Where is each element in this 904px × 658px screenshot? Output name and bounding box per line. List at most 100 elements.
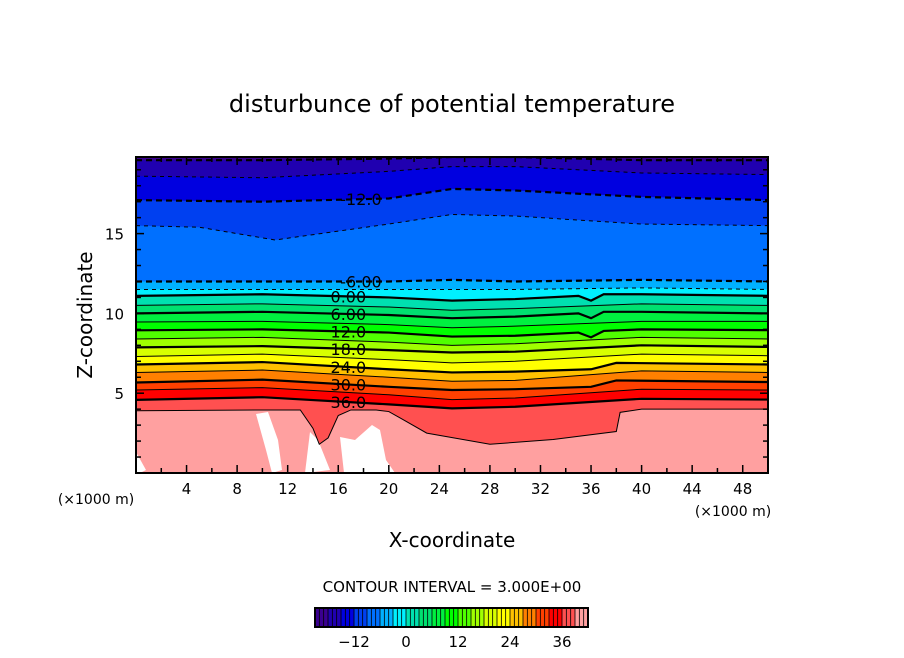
contour-line <box>136 344 768 354</box>
contour-label: 6.00 <box>331 305 367 324</box>
contour-line <box>136 166 768 179</box>
x-tick-label: 44 <box>683 480 702 498</box>
colorbar-cell <box>557 608 562 627</box>
colorbar-cell <box>414 608 419 627</box>
colorbar-cell <box>328 608 333 627</box>
colorbar-cell <box>479 608 484 627</box>
x-unit-label-right: (×1000 m) <box>695 504 771 520</box>
colorbar-cell <box>553 608 558 627</box>
plot-frame <box>135 156 769 474</box>
colorbar-cell <box>471 608 476 627</box>
chart-title: disturbunce of potential temperature <box>229 90 675 118</box>
colorbar-cell <box>488 608 493 627</box>
y-axis-label: Z-coordinate <box>73 251 97 378</box>
colorbar-cell <box>562 608 567 627</box>
colorbar-cell <box>423 608 428 627</box>
colorbar-tick-label: −12 <box>338 633 370 651</box>
contour-line <box>136 408 768 446</box>
x-tick-label: 8 <box>232 480 242 498</box>
contour-line <box>136 293 768 302</box>
colorbar-cell <box>336 608 341 627</box>
colorbar-cell <box>462 608 467 627</box>
contour-label: 30.0 <box>331 376 367 395</box>
colorbar-cell <box>510 608 515 627</box>
x-axis-label: X-coordinate <box>389 528 516 552</box>
colorbar-cell <box>527 608 532 627</box>
x-tick-label: 12 <box>278 480 297 498</box>
out-of-range-patches <box>136 412 395 473</box>
contour-label: 12.0 <box>331 323 367 342</box>
contour-label: 36.0 <box>331 393 367 412</box>
contour-line <box>136 310 768 320</box>
colorbar-cell <box>583 608 588 627</box>
contour-line <box>136 369 768 382</box>
contour-interval-text: CONTOUR INTERVAL = 3.000E+00 <box>323 578 582 596</box>
contour-line <box>136 303 768 311</box>
x-tick-label: 28 <box>480 480 499 498</box>
colorbar-cell <box>549 608 554 627</box>
colorbar-cell <box>432 608 437 627</box>
colorbar-cell <box>575 608 580 627</box>
x-unit-label-left: (×1000 m) <box>58 492 134 508</box>
colorbar-cell <box>380 608 385 627</box>
colorbar-tick-label: 12 <box>448 633 467 651</box>
colorbar-tick-label: 24 <box>500 633 519 651</box>
colorbar-cell <box>388 608 393 627</box>
colorbar-cell <box>466 608 471 627</box>
colorbar-cell <box>579 608 584 627</box>
colorbar-cell <box>445 608 450 627</box>
colorbar-cell <box>397 608 402 627</box>
colorbar-cell <box>349 608 354 627</box>
colorbar-cell <box>371 608 376 627</box>
colorbar-cell <box>354 608 359 627</box>
colorbar-tick-label: 0 <box>401 633 411 651</box>
y-tick-label: 5 <box>114 385 124 403</box>
y-tick-label: 10 <box>105 305 124 323</box>
colorbar-cell <box>453 608 458 627</box>
x-tick-label: 36 <box>581 480 600 498</box>
colorbar-cell <box>518 608 523 627</box>
colorbar-cell <box>514 608 519 627</box>
colorbar-cell <box>393 608 398 627</box>
colorbar-cell <box>332 608 337 627</box>
contour-label: 18.0 <box>331 340 367 359</box>
colorbar-cell <box>458 608 463 627</box>
colorbar-cell <box>449 608 454 627</box>
contour-line <box>136 360 768 374</box>
colorbar <box>314 607 589 628</box>
colorbar-cell <box>492 608 497 627</box>
x-tick-label: 16 <box>329 480 348 498</box>
contour-label: -12.0 <box>340 190 381 209</box>
colorbar-cell <box>570 608 575 627</box>
contour-line <box>136 396 768 410</box>
colorbar-tick-label: 36 <box>552 633 571 651</box>
contour-line <box>136 278 768 283</box>
colorbar-cell <box>323 608 328 627</box>
colorbar-cell <box>566 608 571 627</box>
contour-line <box>136 387 768 401</box>
colorbar-cell <box>523 608 528 627</box>
colorbar-cell <box>367 608 372 627</box>
colorbar-cell <box>384 608 389 627</box>
colorbar-cell <box>536 608 541 627</box>
x-tick-label: 40 <box>632 480 651 498</box>
colorbar-cell <box>375 608 380 627</box>
x-tick-label: 24 <box>430 480 449 498</box>
x-tick-label: 32 <box>531 480 550 498</box>
colorbar-cell <box>544 608 549 627</box>
contour-line <box>136 378 768 392</box>
colorbar-cell <box>475 608 480 627</box>
x-tick-label: 48 <box>733 480 752 498</box>
colorbar-cell <box>484 608 489 627</box>
colorbar-cell <box>341 608 346 627</box>
contour-label: 24.0 <box>331 358 367 377</box>
contour-line <box>136 328 768 339</box>
contour-band <box>136 409 768 473</box>
x-tick-label: 4 <box>182 480 192 498</box>
colorbar-cell <box>319 608 324 627</box>
colorbar-cell <box>358 608 363 627</box>
colorbar-cell <box>419 608 424 627</box>
colorbar-cell <box>440 608 445 627</box>
